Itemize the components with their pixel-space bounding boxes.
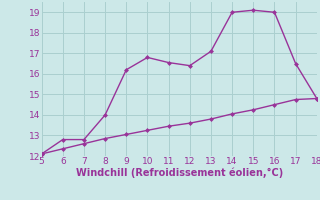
X-axis label: Windchill (Refroidissement éolien,°C): Windchill (Refroidissement éolien,°C) xyxy=(76,168,283,178)
